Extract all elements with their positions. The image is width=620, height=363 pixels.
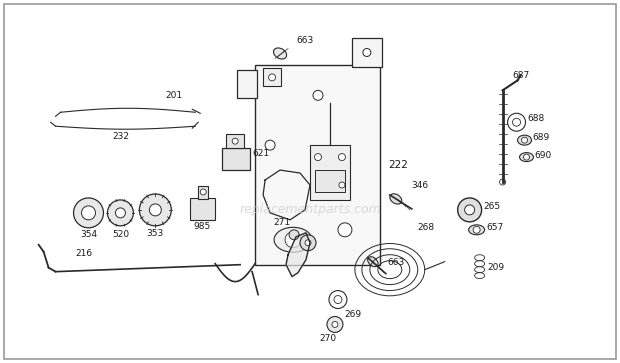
Circle shape	[513, 118, 521, 126]
Ellipse shape	[469, 225, 485, 235]
Circle shape	[200, 189, 206, 195]
Text: 216: 216	[76, 249, 92, 258]
Ellipse shape	[390, 194, 402, 204]
Text: 688: 688	[528, 114, 545, 123]
Circle shape	[458, 198, 482, 222]
Circle shape	[268, 74, 275, 81]
Circle shape	[332, 322, 338, 327]
Ellipse shape	[520, 152, 533, 162]
Bar	[263, 69, 281, 86]
Circle shape	[305, 240, 311, 246]
Text: 271: 271	[273, 218, 290, 227]
Text: 265: 265	[484, 203, 501, 211]
Text: 663: 663	[388, 258, 405, 267]
Ellipse shape	[518, 135, 531, 145]
Circle shape	[300, 235, 316, 251]
Circle shape	[338, 223, 352, 237]
Text: 270: 270	[319, 334, 337, 343]
Bar	[237, 70, 257, 98]
Text: 201: 201	[166, 91, 182, 100]
Bar	[315, 170, 345, 192]
Text: 346: 346	[412, 181, 429, 190]
Circle shape	[339, 154, 345, 160]
Bar	[310, 145, 350, 200]
Circle shape	[334, 295, 342, 303]
Circle shape	[500, 179, 505, 185]
Text: 232: 232	[112, 132, 129, 141]
Circle shape	[363, 49, 371, 57]
Circle shape	[313, 90, 323, 100]
Text: replacementparts.com: replacementparts.com	[239, 203, 381, 216]
Text: 269: 269	[344, 310, 361, 318]
Circle shape	[327, 317, 343, 333]
Circle shape	[508, 113, 526, 131]
Text: 621: 621	[252, 148, 269, 158]
Circle shape	[329, 290, 347, 309]
Circle shape	[285, 232, 301, 248]
Text: 520: 520	[112, 230, 129, 239]
Ellipse shape	[273, 48, 286, 59]
Ellipse shape	[368, 257, 378, 267]
Bar	[352, 37, 382, 68]
Circle shape	[464, 205, 475, 215]
Text: 689: 689	[533, 132, 550, 142]
Circle shape	[314, 154, 322, 160]
Circle shape	[232, 138, 238, 144]
Text: 663: 663	[296, 36, 313, 45]
Bar	[222, 148, 250, 170]
Circle shape	[523, 154, 529, 160]
Text: 353: 353	[147, 229, 164, 238]
Text: 985: 985	[193, 222, 211, 231]
Bar	[190, 198, 215, 220]
Text: 690: 690	[534, 151, 552, 160]
Circle shape	[149, 204, 161, 216]
Bar	[198, 186, 208, 199]
Polygon shape	[286, 233, 310, 277]
Circle shape	[265, 140, 275, 150]
Bar	[226, 134, 244, 148]
Circle shape	[521, 137, 528, 143]
Text: 268: 268	[418, 223, 435, 232]
Circle shape	[115, 208, 125, 218]
Circle shape	[289, 230, 299, 240]
Circle shape	[107, 200, 133, 226]
Circle shape	[339, 182, 345, 188]
Text: 354: 354	[80, 230, 97, 239]
Circle shape	[140, 194, 171, 226]
Text: 687: 687	[513, 72, 530, 80]
Circle shape	[81, 206, 95, 220]
Text: 222: 222	[388, 160, 408, 170]
Circle shape	[74, 198, 104, 228]
Circle shape	[473, 226, 480, 233]
Ellipse shape	[274, 227, 312, 252]
Text: 209: 209	[487, 263, 505, 272]
Text: 657: 657	[487, 223, 504, 232]
Bar	[255, 65, 380, 265]
